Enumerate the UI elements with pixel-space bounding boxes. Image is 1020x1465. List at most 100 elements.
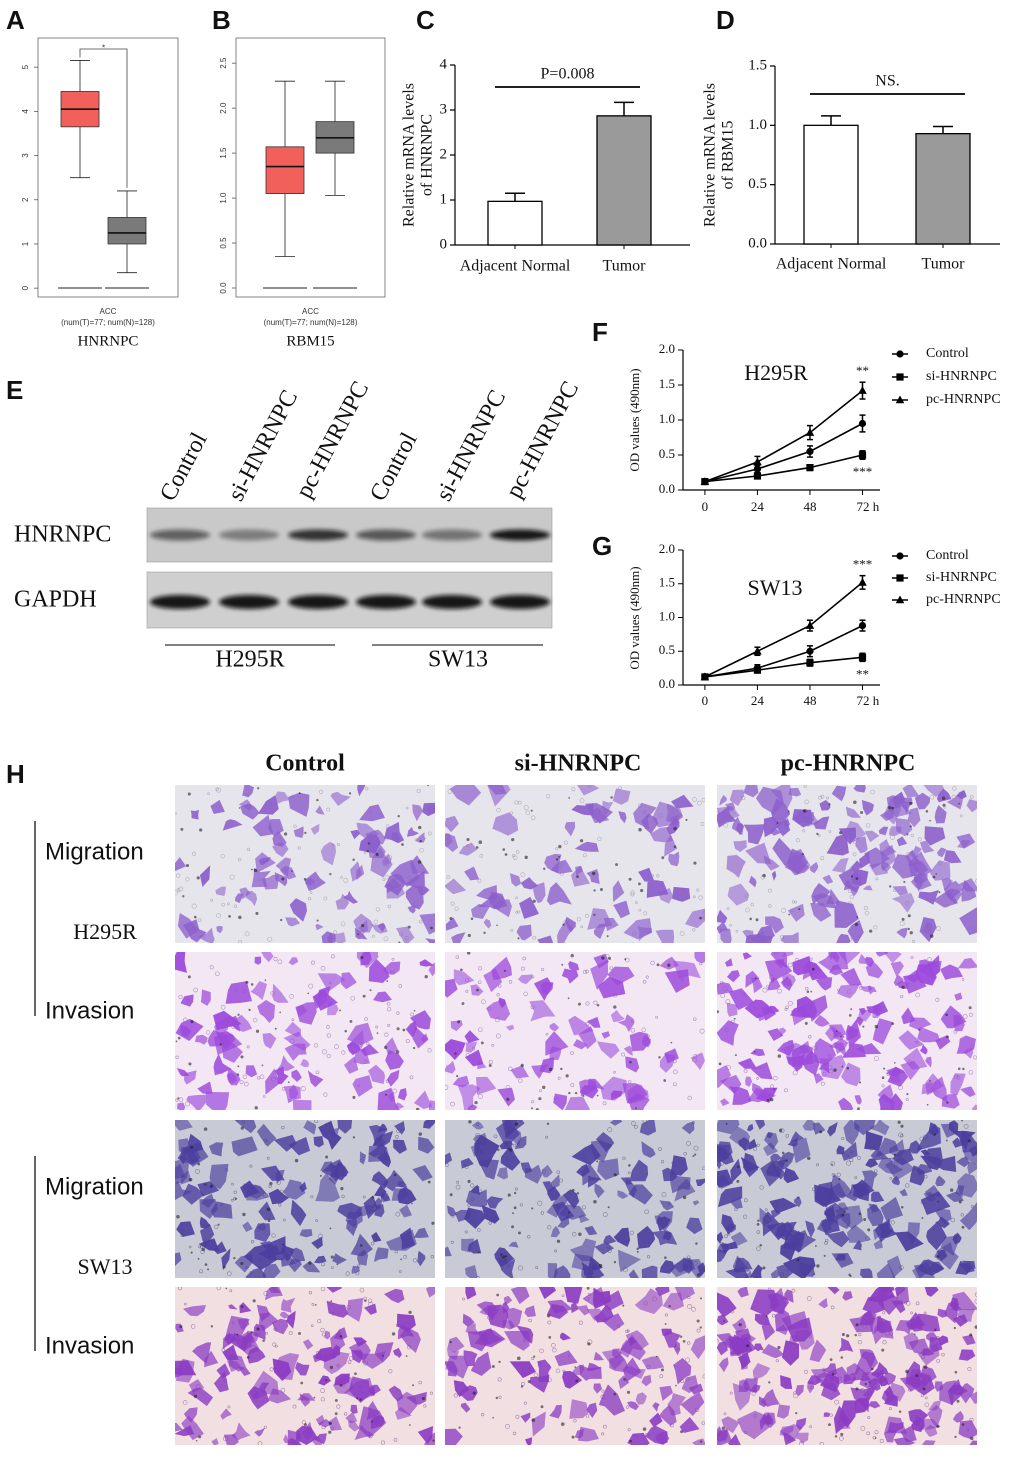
cell <box>829 1173 853 1199</box>
debris <box>596 1003 600 1007</box>
debris <box>593 913 596 916</box>
cell <box>765 916 784 934</box>
cell <box>878 826 889 836</box>
cell <box>914 792 930 810</box>
cell <box>463 1350 478 1367</box>
debris <box>504 853 508 856</box>
debris <box>466 952 471 955</box>
pore <box>363 851 367 855</box>
pore <box>517 800 522 805</box>
legend-label: pc-HNRNPC <box>926 392 1001 407</box>
pore <box>326 1033 331 1038</box>
debris <box>330 1255 334 1259</box>
pore <box>323 1092 328 1097</box>
pore <box>795 838 800 843</box>
pore <box>455 1184 461 1190</box>
cell <box>598 1384 625 1416</box>
debris <box>233 1256 236 1260</box>
point <box>753 472 762 480</box>
cell <box>377 1151 391 1168</box>
debris <box>418 1132 423 1136</box>
cell <box>841 1141 858 1161</box>
cell <box>825 1366 852 1385</box>
pore <box>297 846 301 850</box>
pore <box>516 850 520 854</box>
cell <box>487 785 507 795</box>
pore <box>493 1134 498 1139</box>
cell <box>467 1238 482 1254</box>
debris <box>352 1136 356 1139</box>
cell <box>750 1062 773 1080</box>
debris <box>889 885 892 888</box>
debris <box>460 968 463 972</box>
cell <box>860 985 873 993</box>
pore <box>935 997 940 1002</box>
cell <box>216 1363 231 1379</box>
cell <box>792 1137 811 1164</box>
cell <box>967 1161 977 1175</box>
cell <box>894 1231 924 1252</box>
y-tick-label: 1.5 <box>659 376 675 391</box>
debris <box>926 1103 929 1106</box>
cell <box>937 1308 948 1318</box>
cell <box>601 1349 625 1370</box>
debris <box>253 868 258 873</box>
cell <box>793 848 806 860</box>
pore <box>936 1358 941 1363</box>
cell <box>330 791 351 806</box>
debris <box>308 1261 312 1265</box>
cell <box>880 1196 903 1221</box>
cell <box>198 1238 220 1252</box>
pore <box>310 1195 314 1199</box>
pore <box>809 957 813 961</box>
cell <box>763 816 782 838</box>
cell <box>670 1155 688 1176</box>
pore <box>870 789 875 795</box>
cell <box>550 1174 560 1190</box>
cell <box>256 1304 271 1322</box>
cell <box>593 1383 602 1394</box>
cell <box>664 969 690 993</box>
cell <box>853 1240 862 1251</box>
debris <box>606 935 609 938</box>
pore <box>233 904 238 908</box>
debris <box>290 870 293 872</box>
pore <box>456 1180 460 1184</box>
debris <box>402 1028 406 1032</box>
pore <box>865 823 871 828</box>
pore <box>572 1232 577 1237</box>
pore <box>627 1171 631 1175</box>
cell <box>932 889 958 908</box>
debris <box>900 1124 904 1128</box>
debris <box>504 1258 507 1261</box>
debris <box>599 888 603 892</box>
cell <box>326 1287 342 1293</box>
cell <box>226 1067 241 1086</box>
cell <box>584 1225 598 1236</box>
cell <box>862 885 873 891</box>
debris <box>371 1196 375 1199</box>
cell <box>893 1437 916 1445</box>
pore <box>685 1357 690 1363</box>
cell <box>625 1056 640 1073</box>
cell <box>717 1120 740 1135</box>
pore <box>392 1088 397 1094</box>
cell <box>531 1411 546 1437</box>
debris <box>532 899 536 903</box>
debris <box>855 1387 859 1391</box>
debris <box>613 1005 617 1009</box>
bar <box>803 124 859 245</box>
cell <box>175 1422 183 1432</box>
pore <box>579 798 585 803</box>
debris <box>395 1050 400 1054</box>
pore <box>607 1127 613 1133</box>
debris <box>863 1218 867 1222</box>
pore <box>427 831 432 836</box>
cell <box>371 923 388 934</box>
cell <box>457 1084 481 1110</box>
debris <box>907 914 911 918</box>
cell <box>923 1191 936 1202</box>
cell <box>838 1337 854 1352</box>
debris <box>615 863 618 866</box>
debris <box>682 1195 687 1200</box>
